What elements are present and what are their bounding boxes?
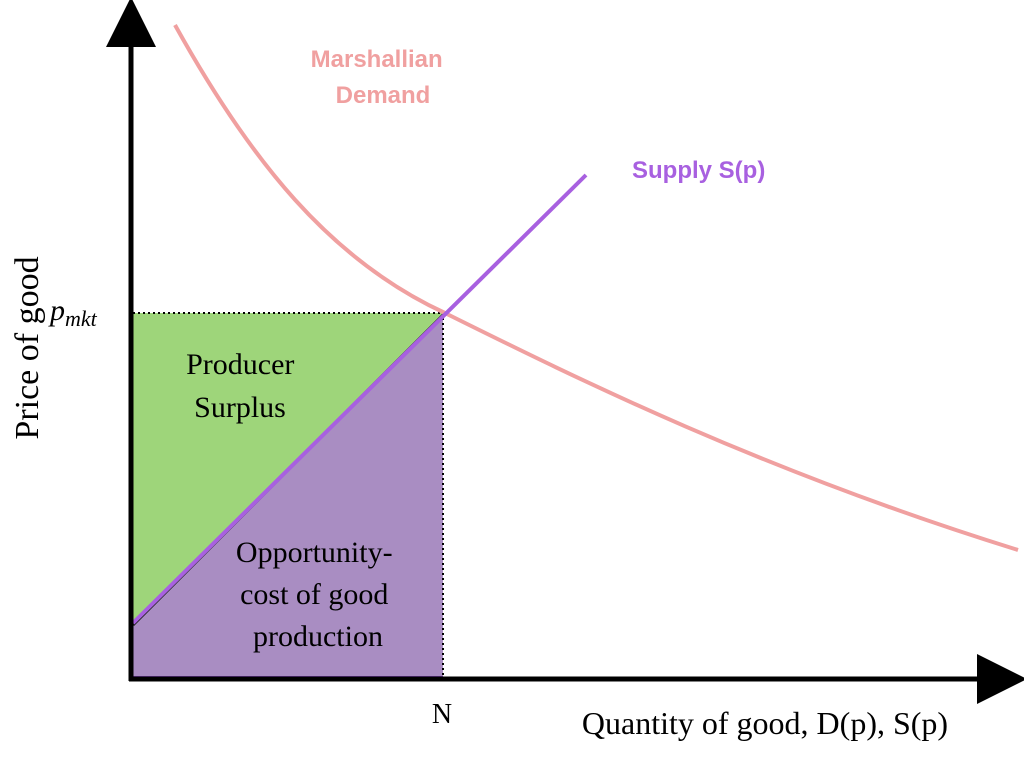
producer-surplus-line1: Producer (186, 348, 294, 381)
y-tick-base: p (48, 294, 65, 327)
demand-label-line2: Demand (336, 82, 431, 109)
supply-line (131, 173, 588, 625)
producer-surplus-label: Producer Surplus (186, 348, 302, 424)
y-axis-label: Price of good (9, 256, 46, 439)
demand-label-line1: Marshallian (311, 46, 443, 73)
x-axis-label: Quantity of good, D(p), S(p) (582, 705, 948, 741)
demand-curve (173, 24, 1019, 552)
supply-label: Supply S(p) (632, 157, 765, 184)
opportunity-cost-line1: Opportunity- (236, 536, 393, 569)
opportunity-cost-line2: cost of good (240, 578, 388, 611)
demand-label: Marshallian Demand (311, 46, 450, 109)
x-tick-label-n: N (432, 699, 452, 730)
y-tick-label-pmkt: pmkt (48, 294, 98, 331)
producer-surplus-line2: Surplus (194, 391, 286, 424)
opportunity-cost-region (133, 313, 443, 679)
opportunity-cost-line3: production (253, 620, 383, 653)
opportunity-cost-label: Opportunity- cost of good production (236, 536, 400, 653)
y-tick-subscript: mkt (65, 306, 98, 331)
